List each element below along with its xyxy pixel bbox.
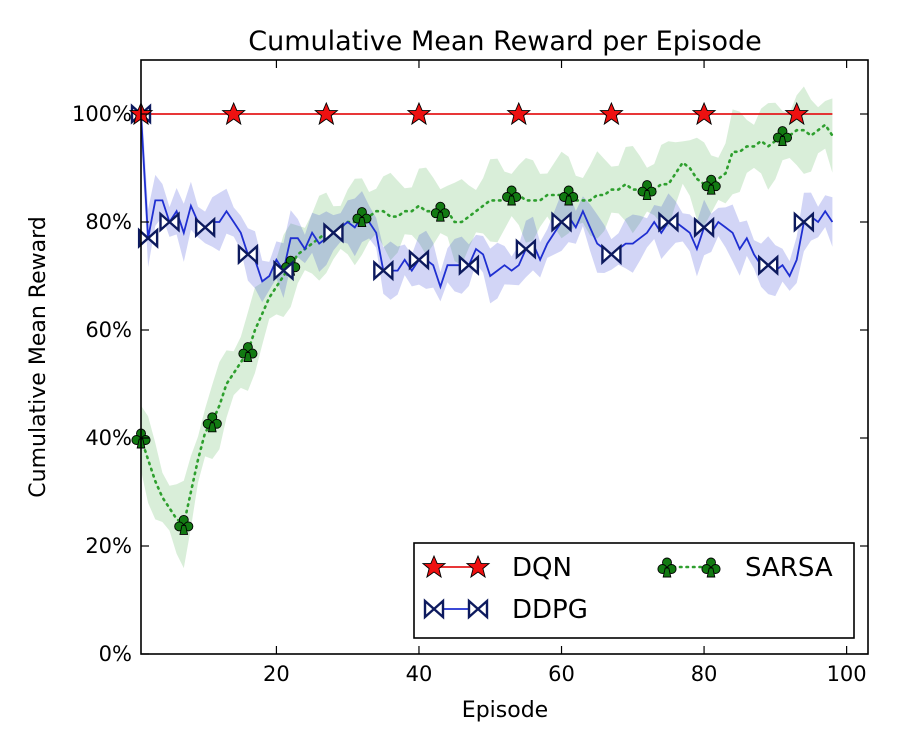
legend-label-sarsa: SARSA bbox=[745, 553, 833, 583]
marker-dqn bbox=[599, 102, 623, 125]
line-sarsa bbox=[141, 122, 834, 527]
y-tick-label: 40% bbox=[85, 426, 132, 450]
y-axis: 0% 20% 40% 60% 80% 100% bbox=[72, 102, 868, 666]
marker-dqn bbox=[314, 102, 338, 125]
x-tick-label: 40 bbox=[406, 662, 433, 686]
marker-dqn bbox=[692, 102, 716, 125]
confidence-bands bbox=[141, 86, 833, 569]
marker-dqn bbox=[407, 102, 431, 125]
y-tick-label: 0% bbox=[99, 642, 132, 666]
legend: DQN DDPG SARSA bbox=[413, 542, 855, 639]
y-axis-label: Cumulative Mean Reward bbox=[26, 216, 51, 497]
x-axis-label: Episode bbox=[462, 698, 548, 723]
marker-dqn bbox=[222, 102, 246, 125]
legend-box bbox=[413, 542, 855, 639]
y-tick-label: 80% bbox=[85, 210, 132, 234]
x-tick-label: 20 bbox=[263, 662, 290, 686]
legend-label-ddpg: DDPG bbox=[512, 595, 588, 625]
y-tick-label: 100% bbox=[72, 102, 132, 126]
chart-title: Cumulative Mean Reward per Episode bbox=[248, 26, 761, 57]
band-sarsa bbox=[141, 86, 833, 569]
x-tick-label: 100 bbox=[827, 662, 867, 686]
plot-frame bbox=[140, 59, 869, 655]
legend-label-dqn: DQN bbox=[512, 553, 572, 583]
marker-dqn bbox=[507, 102, 531, 125]
band-ddpg bbox=[141, 92, 833, 304]
y-tick-label: 60% bbox=[85, 318, 132, 342]
x-tick-label: 60 bbox=[548, 662, 575, 686]
y-tick-label: 20% bbox=[85, 534, 132, 558]
x-axis: 20 40 60 80 100 bbox=[263, 60, 867, 686]
x-tick-label: 80 bbox=[691, 662, 718, 686]
line-ddpg bbox=[141, 113, 834, 290]
